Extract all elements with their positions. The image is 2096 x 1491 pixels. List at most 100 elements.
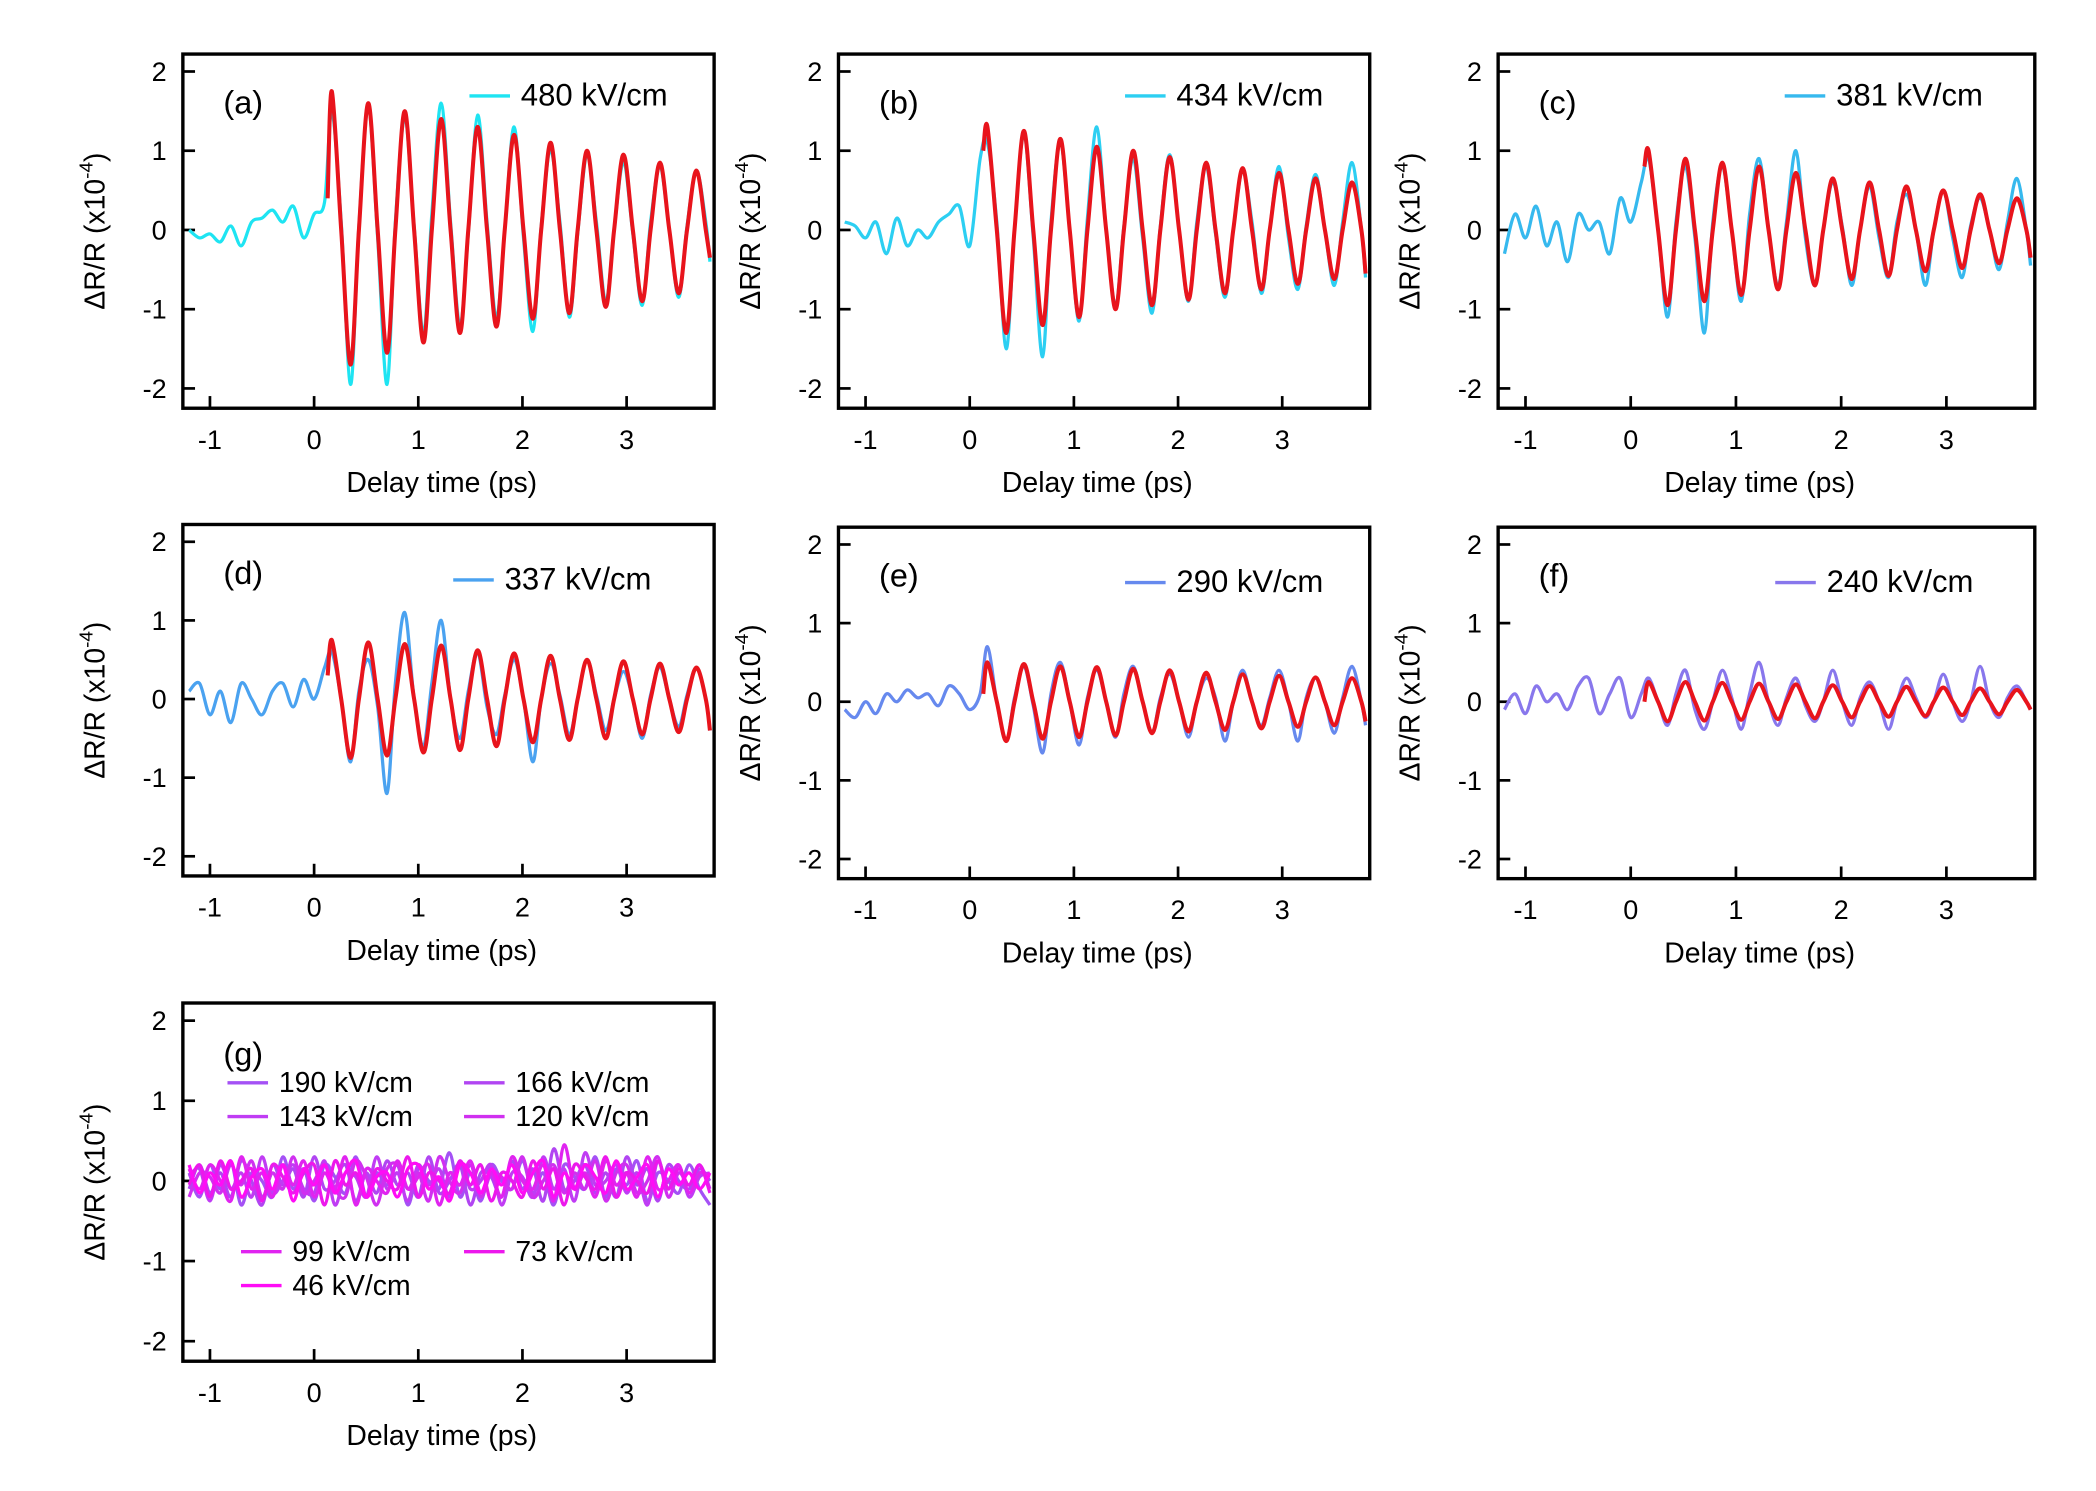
y-tick-label: 0 (152, 215, 167, 245)
x-axis-label: Delay time (ps) (1664, 467, 1855, 499)
y-axis-label: ΔR/R (x10-4) (732, 153, 767, 310)
panel-label: (e) (879, 558, 919, 594)
y-axis-label: ΔR/R (x10-4) (76, 1104, 111, 1261)
y-axis-label-text: ΔR/R (x10 (735, 179, 767, 310)
y-axis-label-exponent: -4 (76, 1113, 97, 1130)
legend-label: 290 kV/cm (1176, 564, 1323, 599)
data-line (325, 638, 712, 761)
x-tick-label: 3 (1275, 425, 1290, 455)
plot-frame (836, 525, 1372, 881)
x-tick-label: 0 (962, 895, 977, 925)
x-tick-label: -1 (854, 895, 878, 925)
y-axis-label-exponent: -4 (76, 162, 97, 179)
panel-label: (g) (223, 1036, 263, 1072)
y-tick-label: 0 (807, 687, 822, 717)
data-line (981, 660, 1368, 744)
y-tick-label: 0 (1467, 215, 1482, 245)
x-tick-label: 1 (1066, 425, 1081, 455)
panel-label: (d) (223, 555, 263, 591)
y-tick-label: -2 (798, 844, 822, 874)
legend-label: 99 kV/cm (292, 1236, 410, 1268)
y-axis-label: ΔR/R (x10-4) (76, 153, 111, 310)
y-tick-label: -1 (143, 295, 167, 325)
y-tick-label: 1 (152, 1086, 167, 1116)
y-tick-label: 1 (807, 609, 822, 639)
panel-label: (c) (1539, 85, 1577, 121)
y-tick-label: -1 (1458, 766, 1482, 796)
y-axis-label: ΔR/R (x10-4) (76, 622, 111, 779)
legend-label: 46 kV/cm (292, 1270, 410, 1302)
y-axis-label-suffix: ) (735, 153, 767, 162)
legend-label: 337 kV/cm (505, 561, 652, 596)
x-axis-label: Delay time (ps) (1002, 467, 1193, 499)
data-line (1642, 680, 2033, 724)
y-tick-label: -2 (143, 374, 167, 404)
x-tick-label: 2 (515, 1378, 530, 1408)
plot-frame (836, 52, 1372, 410)
x-tick-label: 0 (307, 425, 322, 455)
y-tick-label: 0 (152, 684, 167, 714)
x-tick-label: 2 (1171, 895, 1186, 925)
y-tick-label: -2 (143, 1327, 167, 1357)
y-axis-label: ΔR/R (x10-4) (1392, 624, 1427, 781)
y-axis-label-text: ΔR/R (x10 (735, 651, 767, 782)
panel: -1 0 1 2 3 -2 -1 0 1 2 Delay time (ps) ΔR/R (x10-4)… (76, 52, 716, 499)
panel: -1 0 1 2 3 -2 -1 0 1 2 Delay time (ps) ΔR/R (x10-4)… (732, 525, 1372, 969)
data-line (325, 89, 712, 367)
y-tick-label: -2 (1458, 844, 1482, 874)
x-tick-label: -1 (198, 1378, 222, 1408)
plot-frame (181, 522, 716, 878)
y-tick-label: -2 (1458, 374, 1482, 404)
x-axis-label: Delay time (ps) (1664, 937, 1855, 969)
y-axis-label-text: ΔR/R (x10 (79, 1130, 111, 1261)
data-line (1502, 149, 2033, 335)
x-tick-label: 3 (619, 425, 634, 455)
x-tick-label: 2 (515, 425, 530, 455)
y-axis-label: ΔR/R (x10-4) (732, 624, 767, 781)
x-axis-label: Delay time (ps) (346, 1420, 537, 1452)
y-tick-label: -1 (798, 766, 822, 796)
legend-label: 166 kV/cm (515, 1067, 649, 1099)
legend-label: 190 kV/cm (279, 1067, 413, 1099)
y-axis-label-text: ΔR/R (x10 (1395, 651, 1427, 782)
y-tick-label: 1 (152, 606, 167, 636)
panel: -1 0 1 2 3 -2 -1 0 1 2 Delay time (ps) ΔR/R (x10-4)… (732, 52, 1372, 499)
y-axis-label-suffix: ) (79, 1104, 111, 1113)
y-tick-label: 0 (807, 215, 822, 245)
x-tick-label: 0 (1623, 425, 1638, 455)
x-tick-label: 2 (1171, 425, 1186, 455)
panel-label: (a) (223, 85, 263, 121)
x-tick-label: 1 (1728, 895, 1743, 925)
y-tick-label: -1 (143, 1247, 167, 1277)
y-tick-label: 2 (152, 527, 167, 557)
x-tick-label: -1 (198, 892, 222, 922)
plot-frame (1496, 52, 2037, 410)
y-tick-label: -2 (798, 374, 822, 404)
legend-label: 480 kV/cm (521, 77, 668, 112)
y-tick-label: 1 (807, 136, 822, 166)
legend-label: 73 kV/cm (515, 1236, 633, 1268)
data-line (844, 125, 1368, 359)
y-axis-label-exponent: -4 (76, 631, 97, 648)
y-tick-label: 2 (152, 1006, 167, 1036)
legend-label: 240 kV/cm (1827, 564, 1974, 599)
y-tick-label: 2 (152, 57, 167, 87)
y-tick-label: 0 (152, 1166, 167, 1196)
plot-frame (1496, 525, 2037, 881)
legend-label: 381 kV/cm (1836, 77, 1983, 112)
x-tick-label: -1 (1513, 895, 1537, 925)
panel: -1 0 1 2 3 -2 -1 0 1 2 Delay time (ps) ΔR/R (x10-4)… (76, 522, 716, 967)
x-tick-label: 1 (1728, 425, 1743, 455)
y-axis-label-exponent: -4 (1392, 162, 1413, 179)
y-tick-label: -1 (143, 763, 167, 793)
y-tick-label: 2 (1467, 530, 1482, 560)
data-line (188, 101, 712, 387)
plot-frame (181, 52, 716, 410)
x-tick-label: 3 (619, 1378, 634, 1408)
data-line (187, 1155, 712, 1207)
y-tick-label: -1 (798, 295, 822, 325)
x-tick-label: -1 (1513, 425, 1537, 455)
data-line (981, 122, 1368, 335)
